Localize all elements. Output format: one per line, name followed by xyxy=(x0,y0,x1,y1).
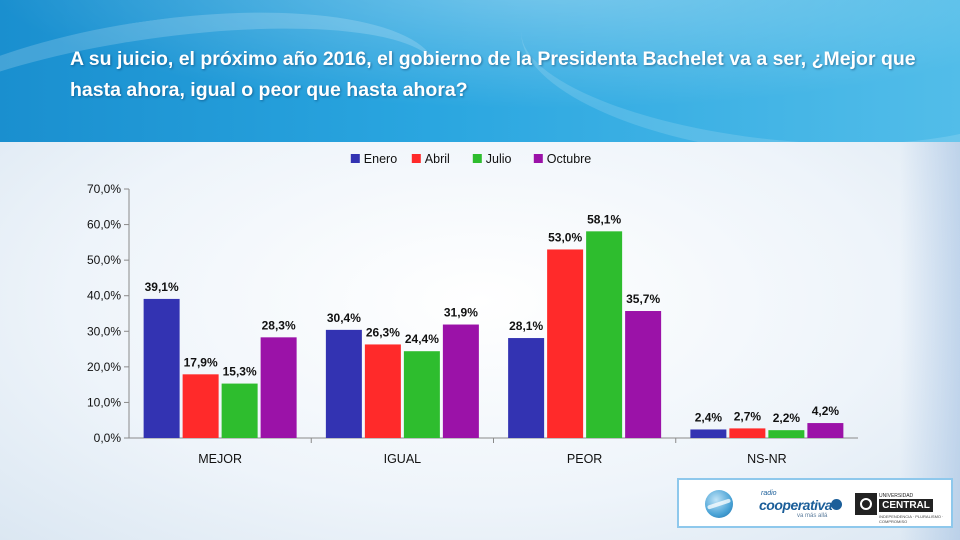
bar-julio-peor xyxy=(586,231,623,438)
data-label: 53,0% xyxy=(548,230,582,244)
y-tick-label: 30,0% xyxy=(87,324,121,338)
data-label: 30,4% xyxy=(327,311,361,325)
y-tick-label: 60,0% xyxy=(87,218,121,232)
y-tick-label: 40,0% xyxy=(87,289,121,303)
bar-julio-igual xyxy=(403,351,440,438)
university-logo: CENTRAL xyxy=(879,499,933,512)
data-label: 17,9% xyxy=(184,355,218,369)
y-tick-label: 70,0% xyxy=(87,182,121,196)
bar-octubre-ns-nr xyxy=(807,423,844,438)
legend-label: Octubre xyxy=(547,152,592,166)
globe-logo-icon xyxy=(705,490,733,518)
cooperativa-dot-icon xyxy=(831,499,842,510)
sponsor-logos: radio cooperativa va más allá UNIVERSIDA… xyxy=(677,478,953,528)
bar-abril-mejor xyxy=(182,374,219,438)
legend-label: Abril xyxy=(425,152,450,166)
bar-abril-peor xyxy=(547,249,584,438)
university-tagline: INDEPENDENCIA · PLURALISMO · COMPROMISO xyxy=(879,514,944,524)
data-label: 58,1% xyxy=(587,212,621,226)
bar-julio-ns-nr xyxy=(768,430,805,438)
y-tick-label: 10,0% xyxy=(87,395,121,409)
legend-swatch xyxy=(350,154,360,163)
bar-abril-ns-nr xyxy=(729,428,766,438)
bar-julio-mejor xyxy=(221,383,258,438)
university-small-label: UNIVERSIDAD xyxy=(879,493,914,499)
legend-swatch xyxy=(533,154,543,163)
header-gloss xyxy=(0,0,960,120)
data-label: 28,1% xyxy=(509,319,543,333)
x-tick-label: PEOR xyxy=(567,452,602,466)
data-label: 39,1% xyxy=(145,280,179,294)
data-label: 31,9% xyxy=(444,306,478,320)
y-tick-label: 20,0% xyxy=(87,360,121,374)
bar-enero-igual xyxy=(325,329,362,438)
bar-enero-mejor xyxy=(143,298,180,438)
data-label: 28,3% xyxy=(262,318,296,332)
legend-label: Julio xyxy=(486,152,512,166)
data-label: 26,3% xyxy=(366,325,400,339)
data-label: 2,2% xyxy=(773,411,801,425)
y-tick-label: 50,0% xyxy=(87,253,121,267)
legend-label: Enero xyxy=(364,152,397,166)
cooperativa-small-label: radio xyxy=(761,490,777,497)
bar-octubre-mejor xyxy=(260,337,297,438)
legend-swatch xyxy=(411,154,421,163)
data-label: 4,2% xyxy=(812,404,840,418)
data-label: 35,7% xyxy=(626,292,660,306)
cooperativa-logo: cooperativa xyxy=(759,497,833,513)
legend-swatch xyxy=(472,154,482,163)
y-tick-label: 0,0% xyxy=(94,431,122,445)
bar-octubre-igual xyxy=(442,324,479,438)
cooperativa-tagline: va más allá xyxy=(797,513,828,519)
bar-abril-igual xyxy=(364,344,401,438)
x-tick-label: IGUAL xyxy=(384,452,422,466)
bar-enero-peor xyxy=(508,338,545,438)
header-banner: A su juicio, el próximo año 2016, el gob… xyxy=(0,0,960,142)
x-tick-label: NS-NR xyxy=(747,452,787,466)
data-label: 2,7% xyxy=(734,409,762,423)
data-label: 2,4% xyxy=(695,410,723,424)
x-tick-label: MEJOR xyxy=(198,452,242,466)
data-label: 24,4% xyxy=(405,332,439,346)
page-title: A su juicio, el próximo año 2016, el gob… xyxy=(70,48,916,101)
bar-octubre-peor xyxy=(625,311,662,438)
bar-enero-ns-nr xyxy=(690,429,727,438)
right-shade xyxy=(900,142,960,540)
university-emblem-icon xyxy=(855,493,877,515)
data-label: 15,3% xyxy=(223,365,257,379)
